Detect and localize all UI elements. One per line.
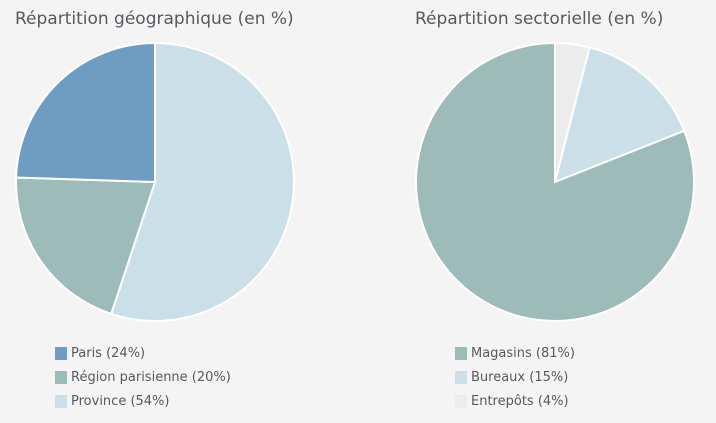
legend-item: Région parisienne (20%) xyxy=(55,365,231,389)
pie-slice-magasins xyxy=(415,41,695,322)
chart-title: Répartition sectorielle (en %) xyxy=(415,9,664,29)
chart-title: Répartition géographique (en %) xyxy=(15,9,294,29)
legend-label: Magasins (81%) xyxy=(471,345,575,361)
legend-label: Paris (24%) xyxy=(71,345,146,361)
legend-item: Entrepôts (4%) xyxy=(455,389,575,413)
pie-slice-paris xyxy=(15,41,156,184)
legend-item: Magasins (81%) xyxy=(455,341,575,365)
chart-geographic: Répartition géographique (en %) Paris (2… xyxy=(15,9,295,413)
pie-svg xyxy=(15,41,295,322)
legend-swatch xyxy=(55,346,67,360)
legend-swatch xyxy=(455,346,467,360)
legend-swatch xyxy=(55,394,67,408)
legend-item: Paris (24%) xyxy=(55,341,231,365)
chart-sectoral: Répartition sectorielle (en %) Magasins … xyxy=(400,0,716,423)
legend: Paris (24%) Région parisienne (20%) Prov… xyxy=(55,341,231,413)
legend-swatch xyxy=(55,370,67,384)
legend-swatch xyxy=(455,370,467,384)
legend-label: Bureaux (15%) xyxy=(471,369,569,385)
legend-item: Province (54%) xyxy=(55,389,231,413)
legend-swatch xyxy=(455,394,467,408)
pie-slice-province xyxy=(109,41,295,322)
legend-item: Bureaux (15%) xyxy=(455,365,575,389)
legend-label: Région parisienne (20%) xyxy=(71,369,231,385)
legend: Magasins (81%) Bureaux (15%) Entrepôts (… xyxy=(455,341,575,413)
pie-svg xyxy=(415,41,695,322)
legend-label: Entrepôts (4%) xyxy=(471,393,569,409)
pie-slice-bureaux xyxy=(553,46,686,184)
pie-slice-region-parisienne xyxy=(15,176,157,316)
legend-label: Province (54%) xyxy=(71,393,170,409)
